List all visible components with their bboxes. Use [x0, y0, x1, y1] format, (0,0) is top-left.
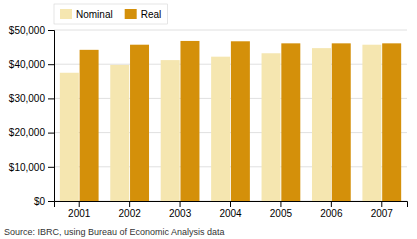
y-tick-mark [48, 30, 54, 31]
bar [130, 45, 149, 201]
y-tick-mark [48, 201, 54, 202]
y-tick: $20,000 [9, 127, 54, 138]
x-tick-mark [230, 201, 231, 207]
x-tick: 2005 [270, 201, 293, 219]
bar [110, 65, 129, 201]
grid [54, 30, 407, 201]
x-tick: 2002 [119, 201, 142, 219]
x-tick-label: 2005 [270, 208, 293, 219]
bar [362, 45, 381, 201]
bar-series [80, 41, 402, 201]
y-tick: $40,000 [9, 59, 54, 70]
bar [332, 43, 351, 201]
grid-line [54, 166, 407, 167]
x-tick-label: 2004 [219, 208, 242, 219]
y-tick-mark [48, 133, 54, 134]
legend-frame [54, 4, 167, 24]
bar [211, 57, 230, 201]
bar [382, 43, 401, 201]
x-tick-label: 2001 [68, 208, 91, 219]
chart-container: $0 $10,000 $20,000 $30,000 $40,000 $50,000 200… [0, 0, 417, 239]
y-tick: $10,000 [9, 162, 54, 173]
y-tick-label: $10,000 [9, 162, 46, 173]
bar [231, 41, 250, 201]
y-axis-line [48, 31, 55, 202]
y-tick: $0 [34, 196, 54, 207]
chart: $0 $10,000 $20,000 $30,000 $40,000 $50,000 200… [0, 0, 417, 239]
bar [262, 53, 281, 201]
plot: $0 $10,000 $20,000 $30,000 $40,000 $50,000 200… [9, 25, 408, 219]
x-tick: 2003 [169, 201, 192, 219]
bar [161, 60, 180, 201]
x-axis: 2001 2002 2003 2004 2005 2006 2007 [55, 201, 408, 219]
x-tick-label: 2007 [371, 208, 394, 219]
y-tick: $50,000 [9, 25, 54, 36]
bar [312, 48, 331, 201]
y-tick-label: $0 [34, 196, 46, 207]
x-tick-label: 2006 [320, 208, 343, 219]
grid-line [54, 98, 407, 99]
x-tick-mark [79, 201, 80, 207]
y-tick-label: $20,000 [9, 127, 46, 138]
bars [60, 41, 401, 201]
x-tick: 2007 [371, 201, 394, 219]
y-tick: $30,000 [9, 93, 54, 104]
x-tick-mark [129, 201, 130, 207]
x-tick: 2001 [68, 201, 91, 219]
bar [80, 50, 99, 201]
x-tick-mark [180, 201, 181, 207]
legend-label: Real [141, 9, 162, 20]
bar [180, 41, 199, 201]
x-tick-label: 2002 [119, 208, 142, 219]
legend-swatch [60, 9, 72, 19]
x-tick: 2004 [219, 201, 242, 219]
y-tick-label: $40,000 [9, 59, 46, 70]
y-tick-label: $30,000 [9, 93, 46, 104]
y-tick-mark [48, 64, 54, 65]
legend-label: Nominal [76, 9, 113, 20]
legend-swatch [125, 9, 137, 19]
y-tick-mark [48, 98, 54, 99]
bar [281, 43, 300, 201]
grid-line [54, 132, 407, 133]
y-tick-mark [48, 167, 54, 168]
y-axis: $0 $10,000 $20,000 $30,000 $40,000 $50,000 [9, 25, 55, 207]
x-axis-line [55, 202, 408, 208]
grid-line [54, 30, 407, 31]
y-tick-label: $50,000 [9, 25, 46, 36]
bar [60, 73, 79, 201]
x-tick-mark [381, 201, 382, 207]
legend: Nominal Real [54, 4, 167, 24]
x-tick-label: 2003 [169, 208, 192, 219]
grid-line [54, 64, 407, 65]
x-tick-mark [331, 201, 332, 207]
x-tick-mark [280, 201, 281, 207]
x-tick: 2006 [320, 201, 343, 219]
source-text: Source: IBRC, using Bureau of Economic A… [4, 227, 225, 237]
